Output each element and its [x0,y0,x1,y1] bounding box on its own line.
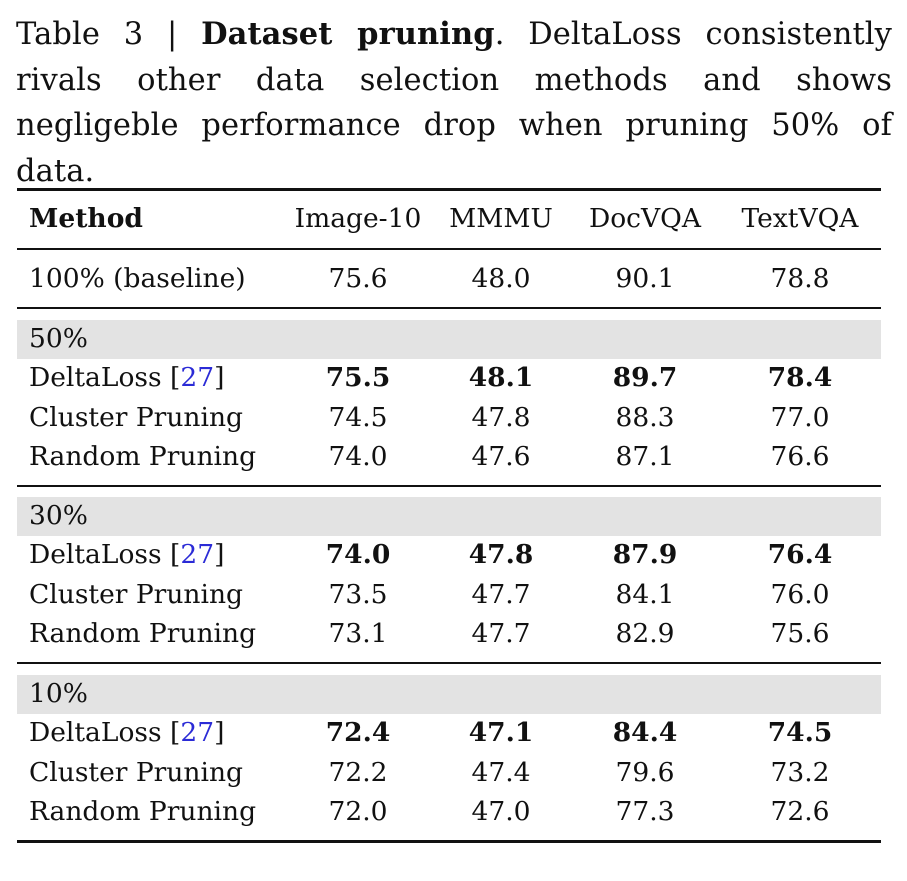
value-cell: 74.5 [767,717,833,748]
value-cell: 47.8 [468,539,534,570]
group-band [17,497,881,536]
table-caption: Table 3 | Dataset pruning. DeltaLoss con… [16,12,892,194]
value-cell: 47.7 [471,578,531,610]
value-cell: 47.4 [471,756,531,788]
value-cell: 84.1 [615,578,675,610]
group-label: 30% [29,500,88,531]
method-label: DeltaLoss [29,539,162,570]
value-cell: 74.0 [325,539,391,570]
citation-link[interactable]: 27 [180,717,215,748]
method-cell: DeltaLoss [27] [29,362,225,393]
value-cell: 73.2 [770,756,830,788]
value-cell: 47.7 [471,618,531,649]
citation-link[interactable]: 27 [180,539,215,570]
method-cell: Cluster Pruning [29,756,243,788]
group-band [17,675,881,714]
value-cell: 76.4 [767,539,833,570]
method-cell: Random Pruning [29,619,256,649]
value-cell: 77.0 [770,401,830,433]
value-cell: 76.6 [770,441,830,472]
method-cell: Cluster Pruning [29,401,243,433]
value-cell: 74.5 [328,401,388,433]
method-label: DeltaLoss [29,717,162,748]
header-mmmu: MMMU [449,203,553,234]
value-cell: 72.0 [328,796,388,827]
baseline-rule [17,307,881,309]
header-textvqa: TextVQA [741,203,859,234]
citation-link[interactable]: 27 [180,362,215,393]
value-cell: 75.6 [770,618,830,649]
baseline-value: 78.8 [770,263,830,294]
top-rule [17,188,881,191]
caption-label: Table 3 | [16,17,202,52]
baseline-value: 48.0 [471,263,531,294]
value-cell: 84.4 [612,717,678,748]
header-image-10: Image-10 [294,203,422,234]
baseline-method: 100% (baseline) [29,263,246,294]
value-cell: 47.8 [471,401,531,433]
value-cell: 77.3 [615,796,675,827]
value-cell: 47.0 [471,796,531,827]
caption-text: . DeltaLoss consistently rivals other da… [16,17,892,189]
group-band [17,320,881,359]
method-cell: Cluster Pruning [29,578,243,610]
method-cell: DeltaLoss [27] [29,539,225,570]
value-cell: 79.6 [615,756,675,788]
value-cell: 48.1 [468,362,534,393]
value-cell: 87.1 [615,441,675,472]
bottom-rule [17,840,881,843]
method-label: Cluster Pruning [29,756,243,788]
method-label: DeltaLoss [29,362,162,393]
header-rule [17,248,881,250]
baseline-value: 90.1 [615,263,675,294]
value-cell: 78.4 [767,362,833,393]
value-cell: 47.6 [471,441,531,472]
value-cell: 75.5 [325,362,391,393]
method-label: Random Pruning [29,796,257,827]
group-label: 10% [29,678,88,709]
method-cell: Random Pruning [29,442,256,472]
value-cell: 73.5 [328,578,388,610]
method-cell: DeltaLoss [27] [29,717,225,748]
header-docvqa: DocVQA [588,203,702,234]
value-cell: 82.9 [615,618,675,649]
method-label: Cluster Pruning [29,578,243,610]
caption-title: Dataset pruning [201,16,495,52]
value-cell: 72.6 [770,796,830,827]
baseline-value: 75.6 [328,263,388,294]
group-rule [17,662,881,664]
value-cell: 72.4 [325,717,391,748]
value-cell: 76.0 [770,578,830,610]
value-cell: 72.2 [328,756,388,788]
value-cell: 89.7 [612,362,678,393]
value-cell: 73.1 [328,618,388,649]
value-cell: 88.3 [615,401,675,433]
group-label: 50% [29,323,88,354]
method-label: Cluster Pruning [29,401,243,433]
group-rule [17,485,881,487]
method-cell: Random Pruning [29,797,256,827]
method-label: Random Pruning [29,441,257,472]
header-method: Method [29,203,143,234]
value-cell: 47.1 [468,717,534,748]
method-label: Random Pruning [29,618,257,649]
value-cell: 87.9 [612,539,678,570]
value-cell: 74.0 [328,441,388,472]
